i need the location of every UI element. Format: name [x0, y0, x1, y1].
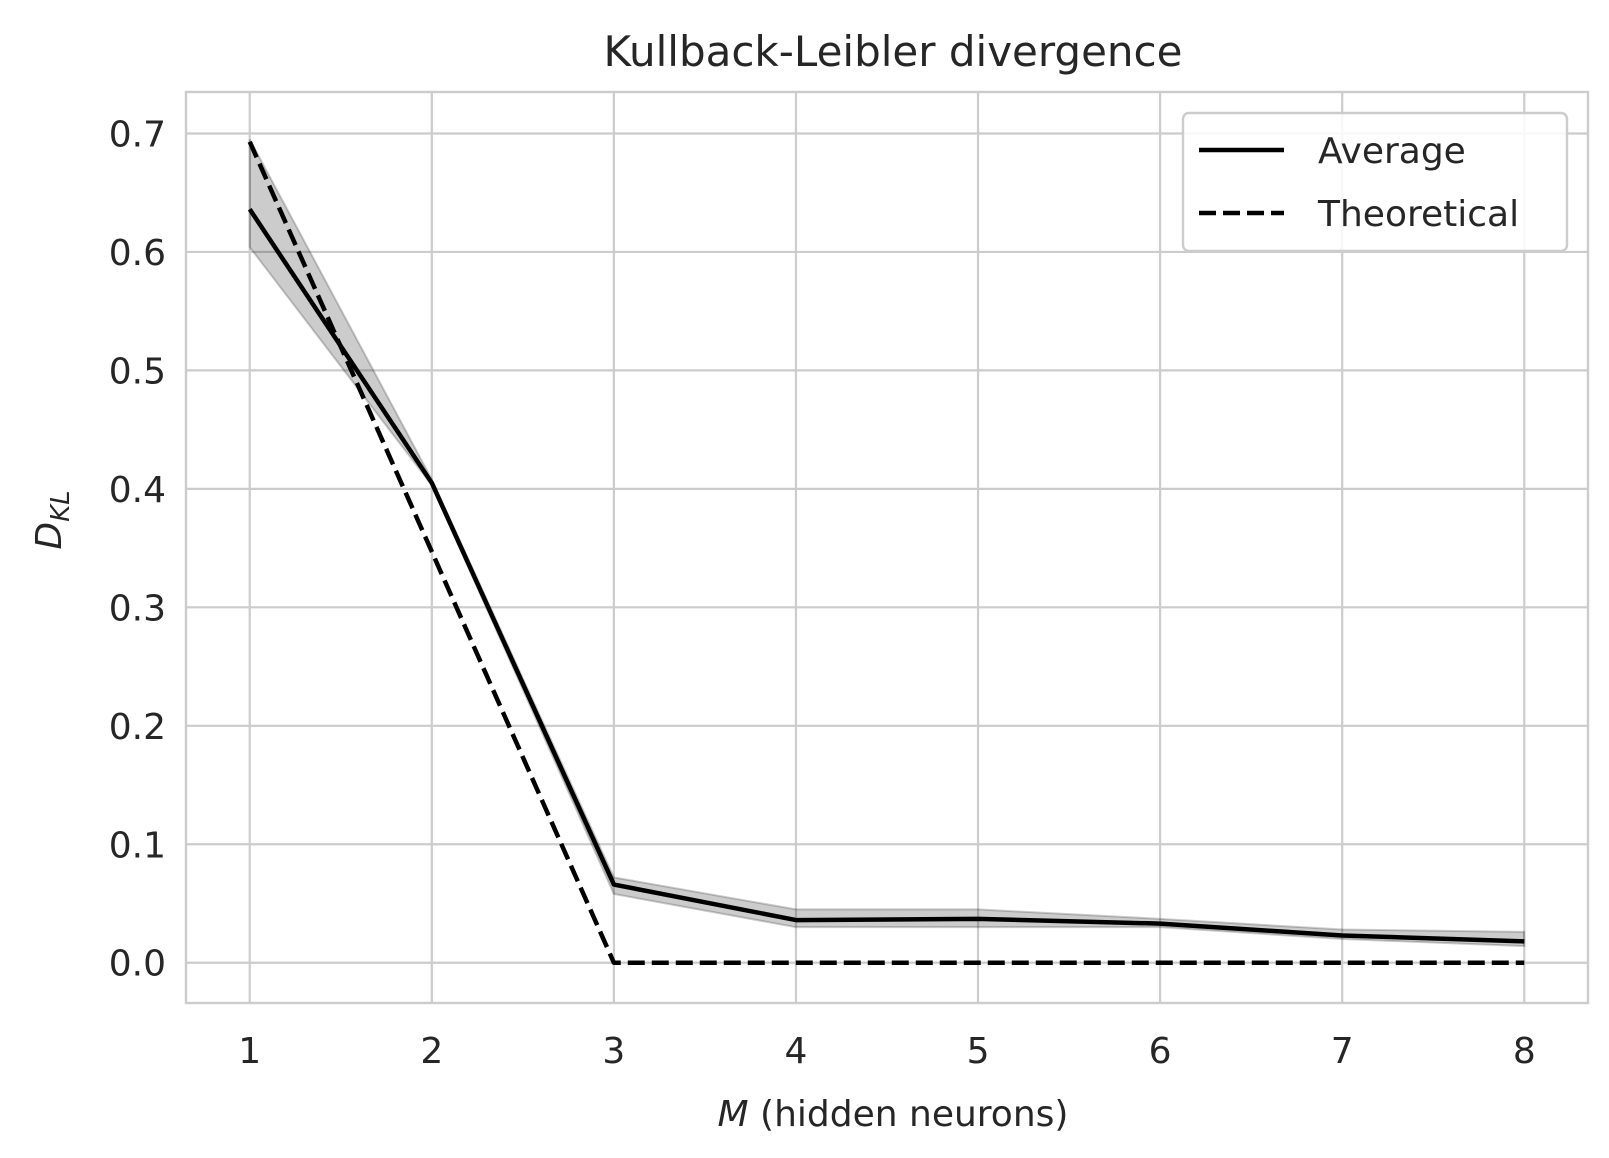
x-tick-labels: 1 2 3 4 5 6 7 8: [238, 1031, 1535, 1072]
svg-text:DKL: DKL: [29, 490, 76, 549]
legend: Average Theoretical: [1181, 111, 1569, 253]
series-lines: [247, 140, 1525, 965]
x-axis-label-var: M: [718, 1094, 749, 1135]
y-tick-label: 0.1: [109, 825, 166, 866]
x-axis-label: M (hidden neurons): [718, 1094, 1069, 1135]
y-axis-label-main: D: [29, 522, 70, 550]
y-tick-label: 0.7: [109, 114, 166, 155]
confidence-band: [248, 138, 1526, 948]
x-tick-label: 2: [420, 1031, 443, 1072]
y-tick-label: 0.0: [109, 944, 166, 985]
x-tick-label: 4: [785, 1031, 808, 1072]
y-tick-label: 0.5: [109, 351, 166, 392]
series-line-average: [247, 208, 1525, 944]
x-tick-label: 3: [602, 1031, 625, 1072]
y-tick-labels: 0.0 0.1 0.2 0.3 0.4 0.5 0.6 0.7: [109, 114, 166, 984]
x-tick-label: 7: [1331, 1031, 1354, 1072]
x-axis-label-rest: (hidden neurons): [749, 1094, 1069, 1135]
x-tick-label: 6: [1149, 1031, 1172, 1072]
y-tick-label: 0.3: [109, 588, 166, 629]
y-tick-label: 0.4: [109, 470, 166, 511]
chart-title: Kullback-Leibler divergence: [604, 27, 1183, 76]
x-tick-label: 1: [238, 1031, 261, 1072]
series-line-theoretical: [247, 140, 1525, 965]
x-tick-label: 8: [1513, 1031, 1536, 1072]
y-axis-label-sub: KL: [46, 490, 76, 522]
y-tick-label: 0.6: [109, 233, 166, 274]
y-tick-label: 0.2: [109, 707, 166, 748]
legend-label-average: Average: [1318, 131, 1466, 172]
plot-frame: [184, 90, 1590, 1005]
x-tick-label: 5: [967, 1031, 990, 1072]
average-band: [248, 138, 1526, 948]
y-axis-label: DKL: [29, 490, 76, 549]
legend-label-theoretical: Theoretical: [1317, 194, 1519, 235]
legend-box: [1181, 111, 1569, 253]
